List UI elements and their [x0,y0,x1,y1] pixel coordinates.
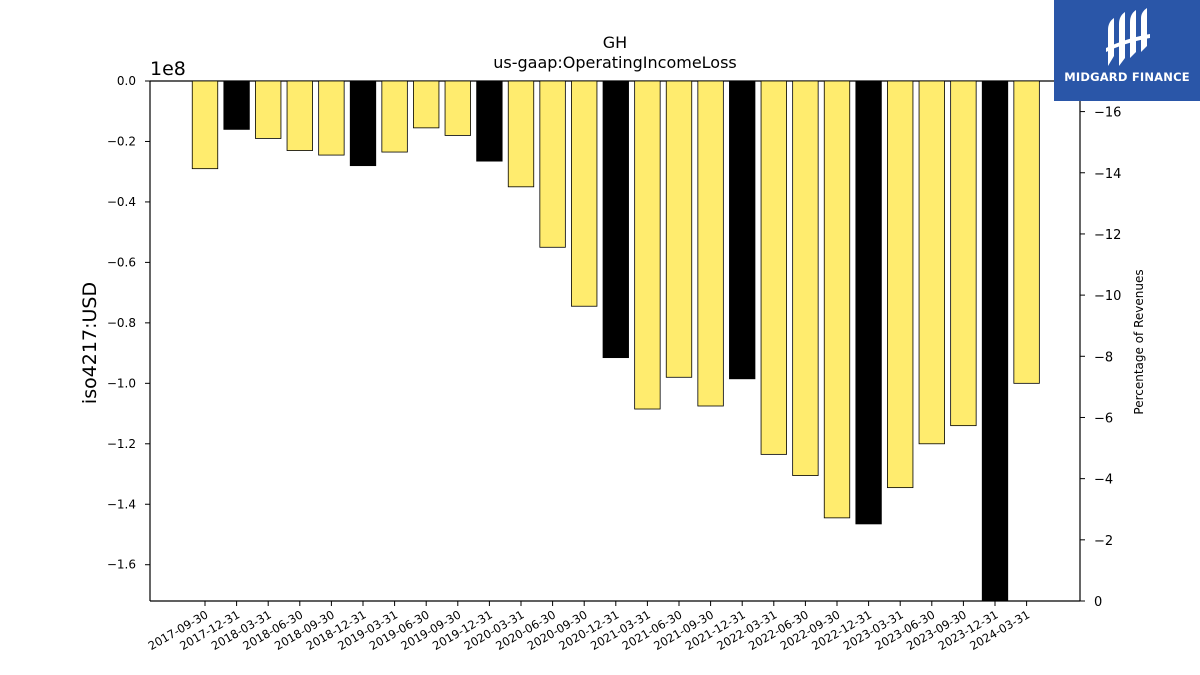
y2-tick-label: −12 [1094,228,1121,243]
y2-tick-label: −6 [1094,411,1113,426]
bar [191,80,219,170]
y2-tick-label: −10 [1094,289,1121,304]
y-axis-label: iso4217:USD [79,282,101,404]
y-tick-label: 0.0 [117,74,136,88]
midgard-logo-icon [1106,8,1150,66]
bar [476,80,503,162]
logo-text: MIDGARD FINANCE [1064,70,1190,84]
y-tick-label: −0.8 [107,316,136,330]
y-tick-label: −0.4 [107,195,136,209]
y-tick-label: −1.0 [107,376,136,390]
chart-title: GH [603,33,627,52]
bar [381,80,408,153]
y-multiplier-label: 1e8 [150,58,186,80]
bar [918,80,945,445]
chart-subtitle: us-gaap:OperatingIncomeLoss [493,53,737,72]
bar [223,80,250,130]
bar [855,80,882,525]
bar [1013,80,1040,384]
bar [665,80,693,378]
bar [697,80,724,407]
y2-tick-label: −16 [1094,106,1121,121]
y2-tick-label: −14 [1094,167,1121,182]
bar [318,80,345,156]
bar [792,80,819,476]
y-tick-label: −0.6 [107,255,136,269]
y2-tick-label: −4 [1094,473,1113,488]
bar [255,80,282,139]
bar [950,80,977,427]
bar [349,80,377,167]
bar [539,80,566,248]
bar [760,80,787,455]
bar [823,80,851,519]
bar [729,80,756,380]
bar [981,80,1009,602]
y-tick-label: −1.6 [107,558,136,572]
bar [634,80,661,410]
y-tick-label: −1.4 [107,497,136,511]
y2-tick-label: −2 [1094,534,1113,549]
y2-axis-label: Percentage of Revenues [1132,269,1146,414]
bar [413,80,440,129]
y2-tick-label: 0 [1094,595,1102,610]
bar [444,80,471,136]
bar [887,80,914,489]
y2-tick-label: −8 [1094,350,1113,365]
bar [571,80,598,307]
bar [507,80,535,188]
brand-logo: MIDGARD FINANCE [1054,0,1200,101]
bar [602,80,629,359]
bar [286,80,313,151]
y-tick-label: −1.2 [107,437,136,451]
y-tick-label: −0.2 [107,134,136,148]
